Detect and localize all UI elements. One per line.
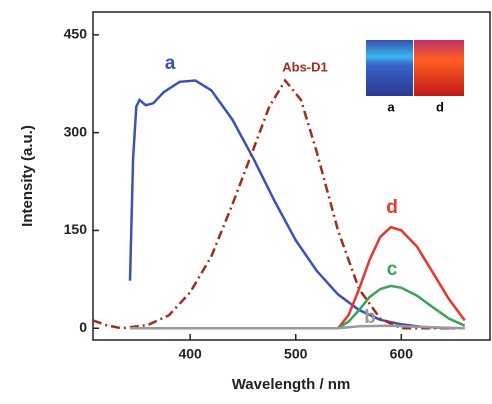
x-tick-label: 600 — [390, 346, 414, 362]
series-label: a — [165, 53, 176, 74]
y-tick-label: 450 — [64, 26, 88, 42]
series-line — [337, 225, 466, 330]
x-axis-title: Wavelength / nm — [232, 376, 351, 393]
series-line — [92, 78, 465, 330]
inset-label: a — [387, 99, 395, 114]
inset-label: d — [436, 99, 444, 114]
x-tick-label: 500 — [284, 346, 308, 362]
inset-image-a — [366, 40, 413, 96]
series-label: Abs-D1 — [282, 59, 328, 74]
inset: a d — [366, 40, 464, 114]
inset-image-d — [414, 40, 464, 96]
series-label: b — [364, 307, 376, 328]
y-tick-label: 300 — [64, 123, 88, 139]
series-line — [130, 284, 466, 330]
y-tick-label: 150 — [64, 221, 88, 237]
x-tick-label: 400 — [178, 346, 202, 362]
y-axis-title: Intensity (a.u.) — [19, 125, 36, 227]
series-label: c — [387, 259, 398, 280]
y-tick-label: 0 — [79, 319, 87, 335]
plot-frame — [92, 11, 491, 341]
series-label: d — [386, 197, 398, 218]
series-line — [130, 324, 465, 330]
series-line — [128, 79, 455, 330]
